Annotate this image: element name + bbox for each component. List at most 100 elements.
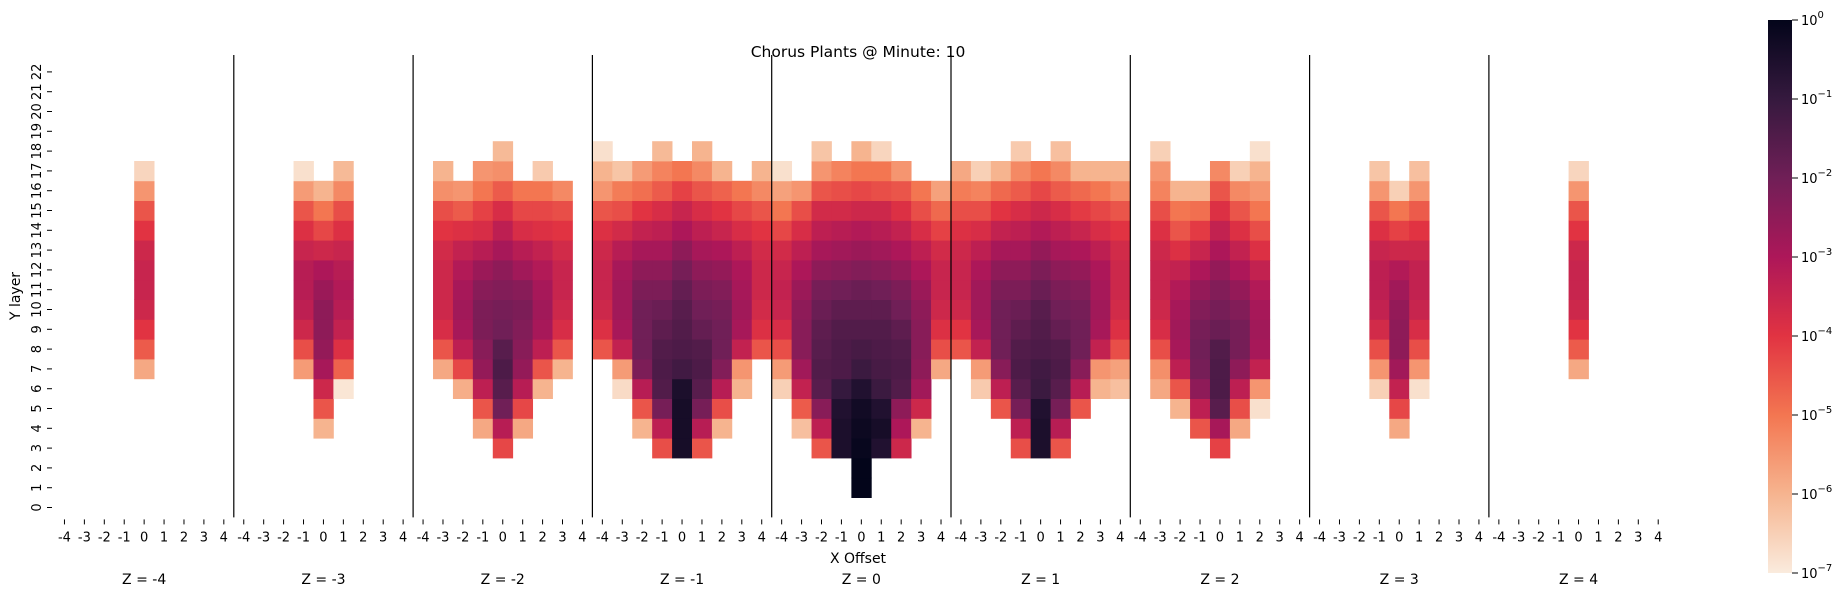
- y-tick-label: 10: [30, 301, 45, 318]
- heatmap-cell: [532, 319, 553, 340]
- heatmap-cell: [990, 240, 1012, 261]
- x-tick-label: -2: [277, 530, 290, 545]
- heatmap-cell: [791, 418, 812, 439]
- heatmap-cell: [1229, 299, 1251, 320]
- heatmap-cell: [492, 240, 514, 261]
- heatmap-cell: [851, 260, 872, 281]
- heatmap-cell: [831, 180, 852, 201]
- x-tick-label: -3: [257, 530, 270, 545]
- heatmap-cell: [851, 398, 872, 419]
- x-tick-label: -1: [1373, 530, 1386, 545]
- heatmap-cell: [652, 220, 673, 241]
- y-tick-label: 12: [30, 262, 45, 279]
- heatmap-cell: [692, 220, 713, 241]
- heatmap-cell: [1568, 161, 1589, 182]
- heatmap-cell: [771, 180, 793, 201]
- heatmap-cell: [831, 260, 852, 281]
- heatmap-cell: [692, 240, 713, 261]
- heatmap-cell: [632, 180, 653, 201]
- heatmap-cell: [951, 200, 972, 221]
- x-tick-label: 4: [578, 530, 586, 545]
- y-tick-label: 7: [30, 365, 45, 373]
- x-tick-label: 1: [1056, 530, 1064, 545]
- heatmap-cell: [1170, 240, 1191, 261]
- heatmap-cell: [891, 161, 912, 182]
- heatmap-cell: [313, 418, 334, 439]
- heatmap-cell: [1090, 161, 1111, 182]
- heatmap-cell: [791, 279, 812, 300]
- heatmap-cell: [472, 240, 494, 261]
- heatmap-cell: [1209, 359, 1231, 380]
- heatmap-cell: [811, 418, 832, 439]
- heatmap-cell: [1030, 240, 1051, 261]
- heatmap-cell: [1568, 339, 1589, 360]
- y-tick-label: 11: [30, 281, 45, 298]
- heatmap-cell: [612, 200, 633, 221]
- y-tick-label: 16: [30, 182, 45, 199]
- x-tick-label: -1: [1552, 530, 1565, 545]
- heatmap-cell: [1369, 220, 1390, 241]
- heatmap-cell: [871, 299, 892, 320]
- x-tick-label: -1: [297, 530, 310, 545]
- heatmap-cell: [313, 240, 334, 261]
- heatmap-cell: [134, 339, 155, 360]
- heatmap-cell: [711, 161, 733, 182]
- panel-label: Z = -3: [301, 572, 345, 588]
- heatmap-cell: [1050, 200, 1071, 221]
- heatmap-cell: [1389, 398, 1410, 419]
- heatmap-cell: [692, 299, 713, 320]
- heatmap-cell: [731, 339, 753, 360]
- heatmap-cell: [692, 418, 713, 439]
- heatmap-cell: [1010, 299, 1032, 320]
- heatmap-cell: [293, 299, 314, 320]
- heatmap-cell: [652, 339, 673, 360]
- heatmap-cell: [771, 299, 793, 320]
- panel-label: Z = -2: [481, 572, 525, 588]
- heatmap-cell: [612, 220, 633, 241]
- heatmap-cell: [851, 200, 872, 221]
- heatmap-cell: [911, 398, 932, 419]
- heatmap-cell: [692, 279, 713, 300]
- heatmap-cell: [672, 299, 693, 320]
- chart-title: Chorus Plants @ Minute: 10: [751, 43, 966, 61]
- heatmap-cell: [1110, 220, 1131, 241]
- heatmap-cell: [1249, 180, 1271, 201]
- heatmap-cell: [1050, 398, 1071, 419]
- heatmap-cell: [492, 161, 514, 182]
- heatmap-cell: [791, 398, 812, 419]
- heatmap-cell: [592, 240, 613, 261]
- heatmap-cell: [672, 161, 693, 182]
- heatmap-cell: [1409, 299, 1430, 320]
- heatmap-cell: [990, 398, 1012, 419]
- heatmap-cell: [951, 240, 972, 261]
- heatmap-cell: [1369, 180, 1390, 201]
- heatmap-cell: [512, 418, 534, 439]
- heatmap-cell: [672, 359, 693, 380]
- heatmap-cell: [970, 220, 992, 241]
- colorbar: 100 10−1 10−2 10−3 10−4 10−5 10−6 10−7: [1768, 10, 1832, 582]
- heatmap-cell: [911, 319, 932, 340]
- heatmap-cell: [1090, 299, 1111, 320]
- heatmap-cell: [1409, 359, 1430, 380]
- heatmap-cell: [492, 438, 514, 459]
- heatmap-cell: [751, 180, 773, 201]
- heatmap-cell: [871, 240, 892, 261]
- panel-label: Z = 2: [1200, 572, 1239, 588]
- panel-label: Z = -1: [660, 572, 704, 588]
- heatmap-cell: [672, 438, 693, 459]
- heatmap-cell: [831, 299, 852, 320]
- x-tick-label: -2: [994, 530, 1007, 545]
- heatmap-cell: [831, 359, 852, 380]
- heatmap-cell: [891, 339, 912, 360]
- heatmap-cell: [811, 141, 832, 162]
- heatmap-cell: [931, 200, 952, 221]
- heatmap-cell: [871, 319, 892, 340]
- heatmap-cell: [293, 200, 314, 221]
- heatmap-cell: [1030, 299, 1051, 320]
- heatmap-cell: [1389, 359, 1410, 380]
- heatmap-cell: [1050, 220, 1071, 241]
- heatmap-cell: [1030, 398, 1051, 419]
- x-tick-label: -2: [636, 530, 649, 545]
- heatmap-cell: [333, 180, 354, 201]
- heatmap-cell: [1209, 418, 1231, 439]
